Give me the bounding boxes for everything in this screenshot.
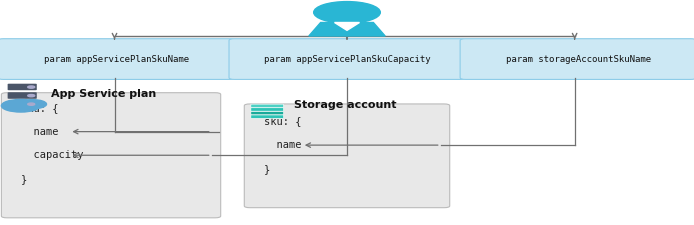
Text: }: }	[21, 174, 27, 184]
Text: sku: {: sku: {	[264, 117, 301, 126]
FancyBboxPatch shape	[251, 111, 283, 115]
Polygon shape	[335, 22, 359, 30]
FancyBboxPatch shape	[229, 39, 466, 79]
Circle shape	[1, 99, 40, 112]
FancyBboxPatch shape	[251, 104, 283, 108]
Text: param appServicePlanSkuName: param appServicePlanSkuName	[44, 55, 189, 63]
Text: name: name	[264, 140, 301, 150]
FancyBboxPatch shape	[251, 115, 283, 118]
FancyBboxPatch shape	[1, 93, 221, 218]
FancyBboxPatch shape	[251, 108, 283, 111]
Text: sku: {: sku: {	[21, 103, 58, 113]
FancyBboxPatch shape	[0, 39, 235, 79]
Circle shape	[28, 94, 35, 97]
Circle shape	[28, 103, 35, 105]
Circle shape	[28, 86, 35, 88]
Polygon shape	[309, 22, 385, 36]
Text: param appServicePlanSkuCapacity: param appServicePlanSkuCapacity	[264, 55, 431, 63]
Text: name: name	[21, 127, 58, 137]
Circle shape	[314, 2, 380, 23]
Text: Storage account: Storage account	[294, 100, 396, 110]
Text: }: }	[264, 164, 270, 174]
FancyBboxPatch shape	[8, 101, 37, 107]
FancyBboxPatch shape	[8, 84, 37, 90]
Text: App Service plan: App Service plan	[51, 89, 156, 99]
Circle shape	[19, 100, 46, 109]
FancyBboxPatch shape	[8, 92, 37, 99]
FancyBboxPatch shape	[460, 39, 694, 79]
Text: param storageAccountSkuName: param storageAccountSkuName	[505, 55, 651, 63]
FancyBboxPatch shape	[244, 104, 450, 208]
Text: capacity: capacity	[21, 150, 83, 160]
